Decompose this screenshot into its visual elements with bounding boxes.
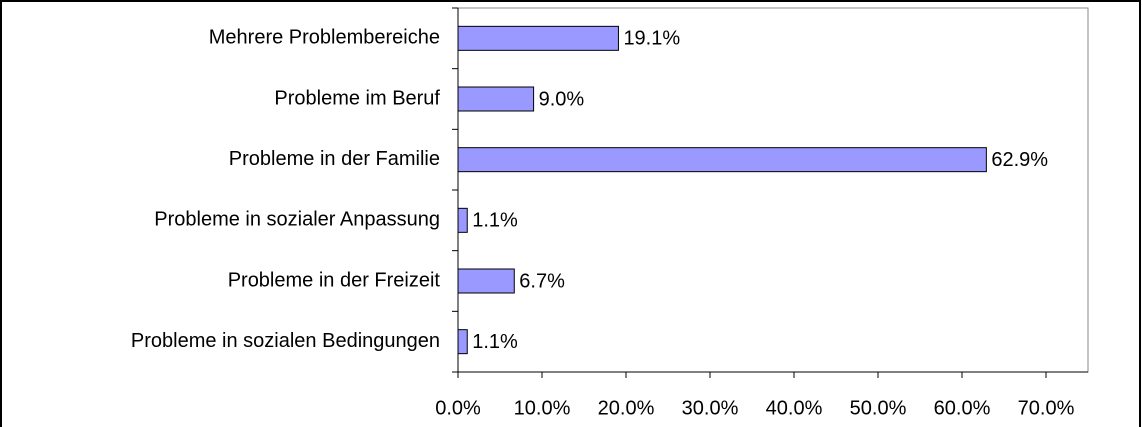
bar — [457, 86, 535, 112]
y-tick-label: Probleme in sozialen Bedingungen — [131, 330, 440, 352]
bar — [457, 207, 468, 233]
plot-area — [457, 7, 1089, 373]
value-label: 6.7% — [519, 270, 565, 292]
x-tick-label: 0.0% — [435, 397, 481, 419]
value-label: 1.1% — [472, 210, 518, 232]
bar — [457, 268, 515, 294]
y-tick-label: Mehrere Problembereiche — [209, 27, 440, 49]
y-tick-label: Probleme in der Familie — [229, 148, 440, 170]
x-tick-label: 70.0% — [1018, 397, 1075, 419]
value-label: 1.1% — [472, 331, 518, 353]
value-label: 9.0% — [539, 88, 585, 110]
y-tick-label: Probleme in sozialer Anpassung — [154, 209, 440, 231]
x-tick-label: 50.0% — [850, 397, 907, 419]
bar — [457, 147, 987, 173]
x-tick-label: 30.0% — [682, 397, 739, 419]
value-label: 19.1% — [623, 28, 680, 50]
x-tick-label: 10.0% — [514, 397, 571, 419]
x-tick-label: 20.0% — [598, 397, 655, 419]
y-tick-label: Probleme in der Freizeit — [228, 269, 441, 291]
y-tick-label: Probleme im Beruf — [274, 87, 440, 109]
x-tick-label: 40.0% — [766, 397, 823, 419]
bar — [457, 25, 619, 51]
value-label: 62.9% — [991, 149, 1048, 171]
x-tick-label: 60.0% — [934, 397, 991, 419]
bar — [457, 329, 468, 355]
